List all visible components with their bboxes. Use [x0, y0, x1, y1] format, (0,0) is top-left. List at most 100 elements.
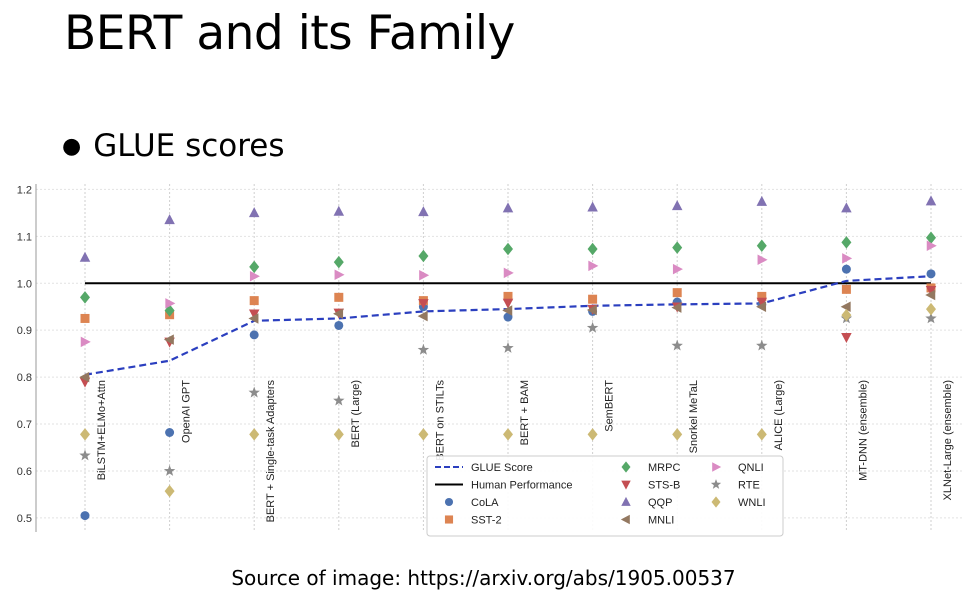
- bullet-text: GLUE scores: [93, 128, 285, 164]
- sst-2-point: [503, 291, 513, 301]
- chart-legend: [426, 455, 784, 537]
- rte-point: [756, 339, 768, 351]
- legend-label: WNLI: [738, 497, 766, 509]
- y-tick-label: 0.8: [17, 372, 32, 384]
- category-label: Snorkel MeTaL: [688, 380, 700, 453]
- mrpc-point: [333, 255, 344, 269]
- category-label: XLNet-Large (ensemble): [942, 380, 954, 500]
- legend-qqp-swatch: [621, 496, 631, 506]
- category-label: ALICE (Large): [773, 380, 785, 450]
- mnli-point: [79, 371, 90, 383]
- legend-label: CoLA: [471, 497, 499, 509]
- legend-mnli-swatch: [620, 514, 630, 525]
- rte-point: [163, 464, 176, 476]
- category-label: BERT on STILTs: [434, 380, 446, 461]
- mrpc-point: [756, 239, 767, 252]
- mrpc-point: [926, 231, 936, 244]
- mnli-point: [333, 308, 344, 320]
- wnli-point: [587, 428, 598, 441]
- sts-b-point: [502, 298, 514, 309]
- bullet-item: ● GLUE scores: [62, 128, 285, 164]
- cola-point: [80, 511, 90, 521]
- wnli-point: [164, 484, 175, 498]
- y-tick-label: 1.0: [17, 278, 32, 290]
- qqp-point: [587, 201, 598, 212]
- rte-point: [586, 321, 599, 333]
- sst-2-point: [757, 291, 767, 301]
- cola-point: [503, 312, 513, 322]
- legend-qnli-swatch: [712, 462, 722, 472]
- sst-2-point: [334, 292, 344, 302]
- y-tick-label: 0.5: [17, 513, 32, 525]
- mnli-point: [756, 301, 767, 312]
- sts-b-point: [841, 332, 852, 343]
- mnli-point: [671, 302, 682, 313]
- mrpc-point: [672, 241, 683, 254]
- qnli-point: [165, 298, 176, 309]
- category-label: SemBERT: [604, 380, 616, 432]
- mrpc-point: [503, 242, 513, 256]
- qnli-point: [842, 253, 853, 264]
- qqp-point: [502, 202, 514, 213]
- slide-title: BERT and its Family: [64, 6, 515, 61]
- y-tick-label: 0.6: [17, 466, 32, 478]
- legend-label: QQP: [648, 497, 672, 509]
- qqp-point: [248, 207, 260, 218]
- wnli-point: [756, 428, 767, 441]
- qnli-point: [588, 260, 599, 272]
- sst-2-point: [841, 284, 851, 294]
- rte-point: [417, 343, 430, 355]
- legend-sts-b-swatch: [621, 480, 631, 490]
- category-label: OpenAI GPT: [181, 380, 193, 443]
- qnli-point: [80, 336, 91, 348]
- y-tick-label: 0.7: [17, 419, 32, 431]
- rte-point: [925, 312, 937, 324]
- qqp-point: [671, 200, 683, 211]
- sts-b-point: [418, 299, 429, 310]
- source-caption: Source of image: https://arxiv.org/abs/1…: [231, 566, 736, 590]
- cola-point: [249, 330, 259, 340]
- sst-2-point: [80, 313, 90, 323]
- bullet-dot-icon: ●: [62, 133, 82, 159]
- rte-point: [333, 394, 345, 406]
- legend-label: GLUE Score: [471, 462, 533, 474]
- glue-scores-chart: 0.5 0.6 0.7 0.8 0.9 1.0 1.1 1.2 BiLSTM+ELMo+Attn…: [17, 184, 962, 537]
- qnli-point: [334, 269, 345, 281]
- mrpc-point: [841, 236, 852, 249]
- category-label: BERT + Single-task Adapters: [265, 380, 277, 523]
- wnli-point: [926, 302, 936, 316]
- rte-point: [248, 386, 260, 398]
- mrpc-point: [587, 242, 598, 256]
- rte-point: [502, 342, 514, 353]
- cola-point: [165, 428, 175, 438]
- mnli-point: [502, 305, 513, 316]
- category-label: MT-DNN (ensemble): [857, 380, 869, 481]
- mnli-point: [417, 310, 428, 322]
- mnli-point: [840, 301, 851, 312]
- sts-b-point: [756, 297, 768, 308]
- qqp-point: [418, 206, 429, 217]
- qqp-point: [333, 205, 345, 216]
- wnli-point: [333, 428, 344, 441]
- mrpc-point: [80, 291, 90, 304]
- sst-2-point: [249, 296, 259, 306]
- qnli-point: [419, 270, 430, 281]
- legend-label: STS-B: [648, 480, 680, 492]
- wnli-point: [249, 428, 260, 441]
- legend-cola-swatch: [444, 497, 454, 507]
- legend-wnli-swatch: [711, 496, 721, 508]
- qqp-point: [841, 202, 852, 213]
- wnli-point: [503, 428, 513, 441]
- category-label: BiLSTM+ELMo+Attn: [96, 380, 108, 480]
- category-label: BERT + BAM: [519, 380, 531, 445]
- sst-2-point: [588, 294, 598, 304]
- mrpc-point: [249, 260, 260, 274]
- legend-label: Human Performance: [471, 480, 573, 492]
- wnli-point: [841, 308, 852, 322]
- mnli-point: [163, 334, 174, 345]
- qnli-point: [249, 270, 260, 282]
- qnli-point: [672, 263, 683, 275]
- category-label: BERT (Large): [350, 380, 362, 447]
- sst-2-point: [672, 288, 682, 298]
- legend-label: RTE: [738, 480, 760, 492]
